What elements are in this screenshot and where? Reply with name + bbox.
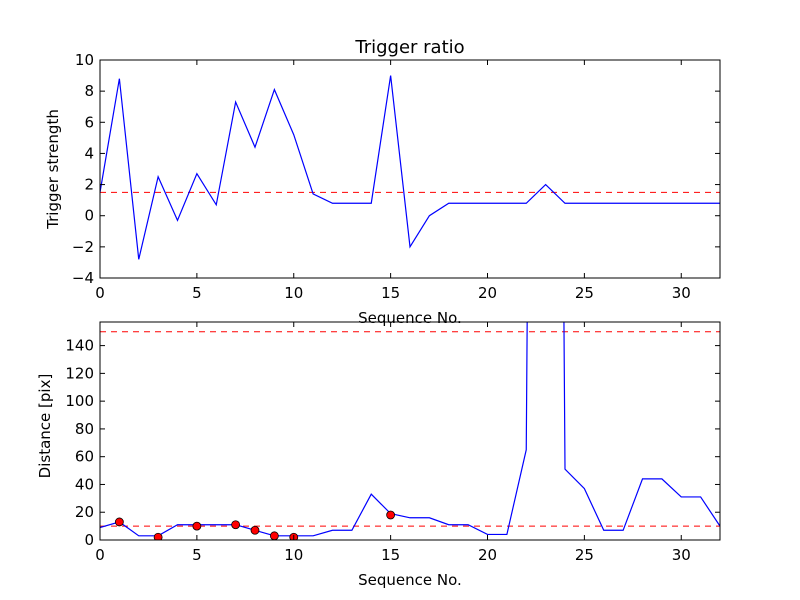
- x-tick-label: 20: [478, 284, 497, 302]
- y-tick-label: 60: [75, 448, 94, 466]
- y-tick-label: 40: [75, 475, 94, 493]
- x-tick-label: 25: [575, 284, 594, 302]
- y-tick-label: 0: [84, 531, 94, 549]
- data-marker: [153, 532, 163, 540]
- y-axis-label: Distance [pix]: [36, 374, 54, 479]
- y-axis-label: Trigger strength: [44, 109, 62, 230]
- y-tick-label: 2: [84, 176, 94, 194]
- data-marker: [269, 531, 279, 540]
- series-line: [100, 322, 720, 537]
- x-tick-label: 30: [672, 284, 691, 302]
- y-tick-label: 6: [84, 113, 94, 131]
- trigger-ratio-chart: Trigger ratio 0 5 10 15 20 25 30 −4 −2 0 2 4 6 8 10 Se…: [44, 37, 721, 327]
- y-tick-label: 100: [65, 392, 94, 410]
- y-tick-label: 120: [65, 364, 94, 382]
- x-tick-label: 30: [672, 546, 691, 564]
- y-tick-label: −2: [72, 238, 94, 256]
- y-tick-label: −4: [72, 269, 94, 287]
- x-tick-label: 0: [95, 546, 105, 564]
- plot-frame: [99, 59, 721, 279]
- data-marker: [250, 525, 260, 535]
- data-marker: [114, 517, 124, 527]
- x-tick-label: 10: [284, 546, 303, 564]
- y-tick-label: 0: [84, 207, 94, 225]
- distance-chart: 0 5 10 15 20 25 30 0 20 40 60 80 100 120 140 Sequence …: [36, 321, 721, 589]
- plot-frame: [99, 321, 721, 541]
- x-tick-label: 15: [381, 284, 400, 302]
- y-tick-label: 10: [75, 51, 94, 69]
- x-axis-label: Sequence No.: [358, 571, 462, 589]
- chart-title: Trigger ratio: [354, 37, 464, 58]
- data-marker: [386, 510, 396, 520]
- y-tick-label: 8: [84, 82, 94, 100]
- series-line: [100, 75, 720, 260]
- y-tick-label: 140: [65, 337, 94, 355]
- x-tick-label: 20: [478, 546, 497, 564]
- y-tick-label: 20: [75, 503, 94, 521]
- y-tick-label: 80: [75, 420, 94, 438]
- x-tick-label: 0: [95, 284, 105, 302]
- x-tick-label: 25: [575, 546, 594, 564]
- x-tick-label: 5: [192, 546, 202, 564]
- data-marker: [192, 521, 202, 531]
- x-tick-label: 10: [284, 284, 303, 302]
- x-tick-label: 5: [192, 284, 202, 302]
- data-marker: [231, 520, 241, 530]
- x-tick-label: 15: [381, 546, 400, 564]
- y-tick-label: 4: [84, 144, 94, 162]
- x-axis-label: Sequence No.: [358, 309, 462, 327]
